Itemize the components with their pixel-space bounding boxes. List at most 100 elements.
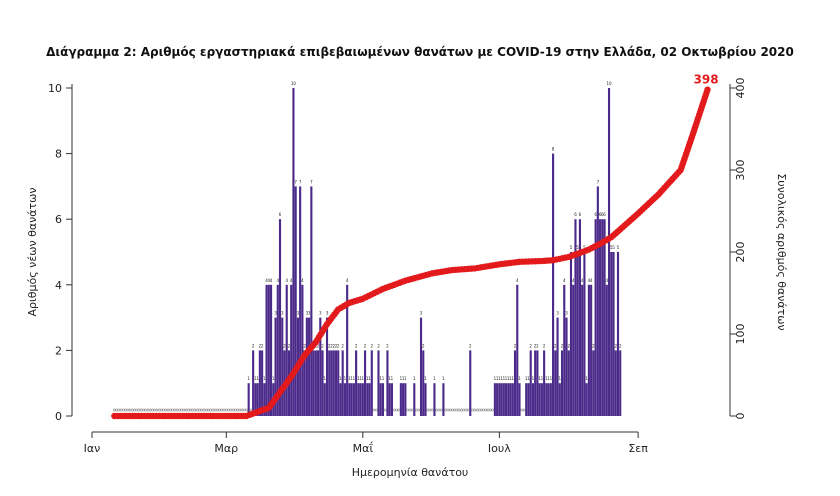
bar-label: 4 bbox=[590, 278, 593, 283]
bar bbox=[543, 350, 546, 416]
y-axis-label-left: Αριθμός νέων θανάτων bbox=[26, 188, 39, 317]
bar bbox=[361, 383, 364, 416]
bar bbox=[592, 350, 595, 416]
bar-label: 1 bbox=[532, 376, 535, 381]
bar bbox=[505, 383, 508, 416]
zero-marker bbox=[462, 408, 465, 412]
bar-label: 1 bbox=[538, 376, 541, 381]
x-tick-label: Ιαν bbox=[84, 442, 101, 455]
zero-marker bbox=[437, 408, 441, 412]
bar bbox=[578, 219, 582, 416]
zero-marker bbox=[457, 408, 461, 412]
bar-label: 5 bbox=[570, 245, 573, 250]
bar-label: 2 bbox=[592, 343, 595, 348]
bar-label: 1 bbox=[525, 376, 528, 381]
bar bbox=[254, 383, 257, 416]
bar bbox=[334, 350, 338, 416]
bar bbox=[323, 383, 326, 416]
bar-label: 2 bbox=[567, 343, 570, 348]
bar-label: 3 bbox=[274, 311, 277, 316]
zero-marker bbox=[211, 408, 215, 412]
bar-label: 2 bbox=[330, 343, 333, 348]
bar-label: 1 bbox=[547, 376, 550, 381]
bar-label: 6 bbox=[603, 212, 606, 217]
bar bbox=[556, 317, 559, 416]
zero-marker bbox=[236, 408, 239, 412]
bar-label: 2 bbox=[303, 343, 306, 348]
bar bbox=[511, 383, 514, 416]
bar-label: 2 bbox=[469, 343, 472, 348]
bar bbox=[560, 350, 564, 416]
zero-marker bbox=[200, 408, 204, 412]
bar bbox=[308, 317, 311, 416]
right-tick-label: 100 bbox=[734, 324, 747, 345]
bar bbox=[469, 350, 472, 416]
zero-marker bbox=[408, 408, 412, 412]
bar-label: 1 bbox=[527, 376, 530, 381]
bar-label: 7 bbox=[597, 179, 600, 184]
bar-label: 2 bbox=[364, 343, 367, 348]
bar bbox=[261, 350, 264, 416]
bar-label: 1 bbox=[324, 376, 327, 381]
zero-marker bbox=[155, 408, 159, 412]
zero-marker bbox=[130, 408, 134, 412]
bar bbox=[513, 350, 517, 416]
zero-marker bbox=[464, 408, 468, 412]
bar-label: 1 bbox=[505, 376, 508, 381]
zero-marker bbox=[480, 408, 483, 412]
bar bbox=[350, 383, 353, 416]
zero-marker bbox=[112, 408, 116, 412]
bar-label: 2 bbox=[561, 343, 564, 348]
zero-marker bbox=[222, 408, 226, 412]
bar-label: 7 bbox=[299, 179, 302, 184]
zero-marker bbox=[245, 408, 248, 412]
bar-label: 5 bbox=[612, 245, 615, 250]
zero-marker bbox=[450, 408, 454, 412]
bar-label: 1 bbox=[263, 376, 266, 381]
bar bbox=[536, 350, 539, 416]
bar bbox=[399, 383, 402, 416]
bar bbox=[299, 186, 302, 416]
bar-label: 6 bbox=[279, 212, 282, 217]
zero-marker bbox=[198, 408, 201, 412]
bar-label: 1 bbox=[585, 376, 588, 381]
bar-label: 1 bbox=[348, 376, 351, 381]
zero-marker bbox=[229, 408, 233, 412]
zero-marker bbox=[204, 408, 208, 412]
right-tick-label: 200 bbox=[734, 242, 747, 263]
bar bbox=[572, 284, 575, 416]
zero-marker bbox=[162, 408, 166, 412]
bar-label-series: 1211221444134632424107374233722232132222… bbox=[247, 81, 622, 381]
zero-marker bbox=[444, 408, 448, 412]
bar-label: 2 bbox=[536, 343, 539, 348]
bar-label: 1 bbox=[541, 376, 544, 381]
bar-label: 1 bbox=[379, 376, 382, 381]
bar-label: 3 bbox=[308, 311, 311, 316]
bar bbox=[563, 284, 566, 416]
zero-marker bbox=[489, 408, 492, 412]
bar-label: 1 bbox=[402, 376, 405, 381]
bar bbox=[599, 219, 602, 416]
bar-label: 3 bbox=[281, 311, 284, 316]
zero-marker bbox=[374, 408, 378, 412]
zero-marker bbox=[430, 408, 434, 412]
bar bbox=[614, 350, 617, 416]
bar bbox=[433, 383, 436, 416]
bar bbox=[402, 383, 405, 416]
bar-label: 1 bbox=[404, 376, 407, 381]
zero-marker bbox=[164, 408, 168, 412]
bar bbox=[303, 350, 306, 416]
bar-label: 4 bbox=[346, 278, 349, 283]
bar-label: 1 bbox=[503, 376, 506, 381]
zero-marker bbox=[135, 408, 139, 412]
bar-label: 4 bbox=[301, 278, 304, 283]
bar bbox=[294, 186, 297, 416]
bar bbox=[317, 350, 320, 416]
bar-label: 6 bbox=[579, 212, 582, 217]
zero-marker bbox=[126, 408, 130, 412]
zero-marker bbox=[520, 408, 524, 412]
bar-label: 4 bbox=[268, 278, 271, 283]
bar-label: 1 bbox=[247, 376, 250, 381]
bar-label: 4 bbox=[572, 278, 575, 283]
bar-label: 1 bbox=[413, 376, 416, 381]
